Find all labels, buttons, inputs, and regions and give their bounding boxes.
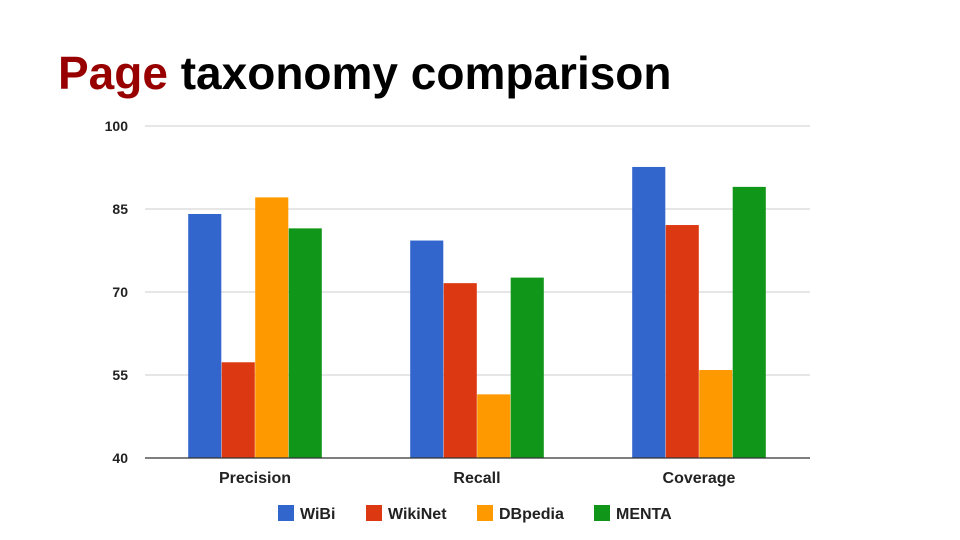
legend-label-menta: MENTA <box>616 506 672 523</box>
legend-label-dbpedia: DBpedia <box>499 506 564 523</box>
bar-menta-recall <box>510 277 544 458</box>
legend-swatch-dbpedia <box>477 505 493 521</box>
bar-menta-precision <box>288 228 322 458</box>
legend-swatch-wibi <box>278 505 294 521</box>
y-tick-label: 55 <box>112 367 128 383</box>
bar-wibi-recall <box>410 240 444 458</box>
bars <box>188 166 766 459</box>
page-title: Page taxonomy comparison <box>58 50 672 96</box>
y-tick-label: 100 <box>105 118 129 134</box>
y-tick-label: 70 <box>112 284 128 300</box>
legend-swatch-wikinet <box>366 505 382 521</box>
legend: WiBi WikiNet DBpedia MENTA <box>278 505 672 523</box>
bar-menta-coverage <box>732 186 766 458</box>
bar-dbpedia-recall <box>477 394 511 458</box>
legend-swatch-menta <box>594 505 610 521</box>
y-tick-label: 85 <box>112 201 128 217</box>
y-tick-label: 40 <box>112 450 128 466</box>
x-tick-label: Recall <box>453 470 500 487</box>
bar-wikinet-recall <box>443 283 477 458</box>
bar-dbpedia-precision <box>255 197 289 458</box>
x-tick-label: Precision <box>219 470 291 487</box>
bar-wibi-precision <box>188 213 222 458</box>
legend-label-wibi: WiBi <box>300 506 335 523</box>
x-axis-ticks: Precision Recall Coverage <box>219 470 736 487</box>
y-axis-ticks: 40 55 70 85 100 <box>105 118 129 466</box>
bar-dbpedia-coverage <box>699 370 733 458</box>
bar-wikinet-precision <box>221 362 255 458</box>
x-tick-label: Coverage <box>663 470 736 487</box>
legend-label-wikinet: WikiNet <box>388 506 447 523</box>
bar-wikinet-coverage <box>665 225 699 458</box>
bar-wibi-coverage <box>632 166 666 459</box>
title-rest: taxonomy comparison <box>180 47 672 99</box>
title-accent: Page <box>58 47 168 99</box>
